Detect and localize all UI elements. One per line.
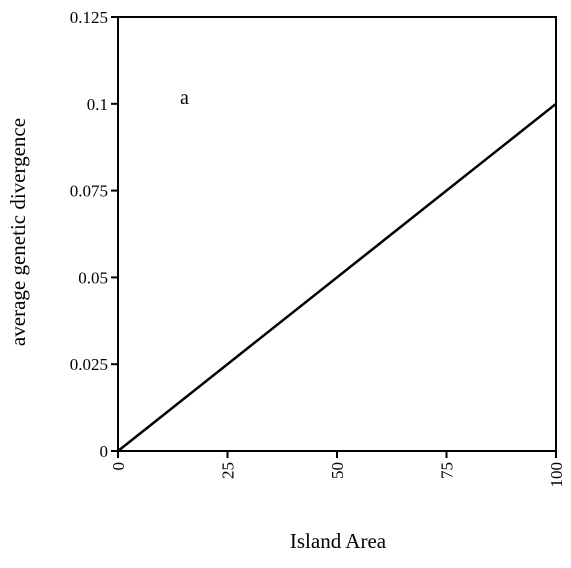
series-layer — [117, 102, 557, 452]
y-tick-label: 0.05 — [78, 268, 108, 287]
axes: 0 0.025 0.05 0.075 0.1 0.125 0 25 50 75 100 — [70, 8, 566, 488]
y-tick-label: 0.075 — [70, 182, 108, 201]
panel-label: a — [180, 87, 189, 109]
y-axis-title: average genetic divergence — [6, 118, 30, 346]
y-tick-label: 0.125 — [70, 8, 108, 27]
y-tick-label: 0.1 — [87, 95, 108, 114]
x-tick-label: 0 — [109, 462, 128, 471]
x-tick-label: 75 — [438, 462, 457, 479]
x-tick-label: 50 — [328, 462, 347, 479]
y-tick-label: 0 — [100, 442, 109, 461]
series-line — [117, 102, 557, 452]
x-tick-label: 25 — [219, 462, 238, 479]
x-axis-title: Island Area — [290, 529, 387, 553]
plot-frame — [117, 16, 557, 452]
x-tick-label: 100 — [547, 462, 566, 488]
y-tick-label: 0.025 — [70, 355, 108, 374]
